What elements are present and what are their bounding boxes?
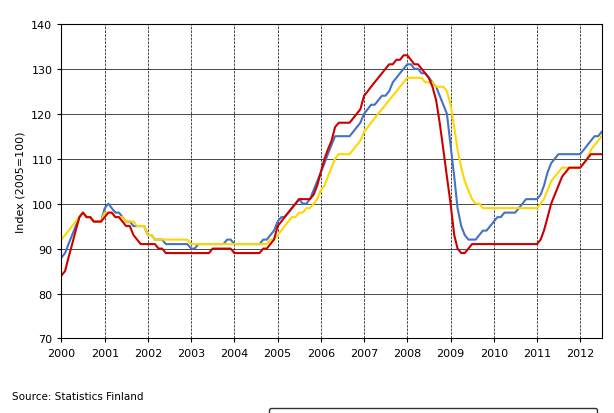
Line: Domestic turnover: Domestic turnover [61, 78, 614, 244]
Line: Export turnover: Export turnover [61, 56, 614, 276]
Y-axis label: Index (2005=100): Index (2005=100) [16, 131, 26, 233]
Legend: Totalturnover, Domestic turnover, Export turnover: Totalturnover, Domestic turnover, Export… [269, 408, 597, 413]
Line: Totalturnover: Totalturnover [61, 65, 614, 258]
Text: Source: Statistics Finland: Source: Statistics Finland [12, 391, 144, 401]
